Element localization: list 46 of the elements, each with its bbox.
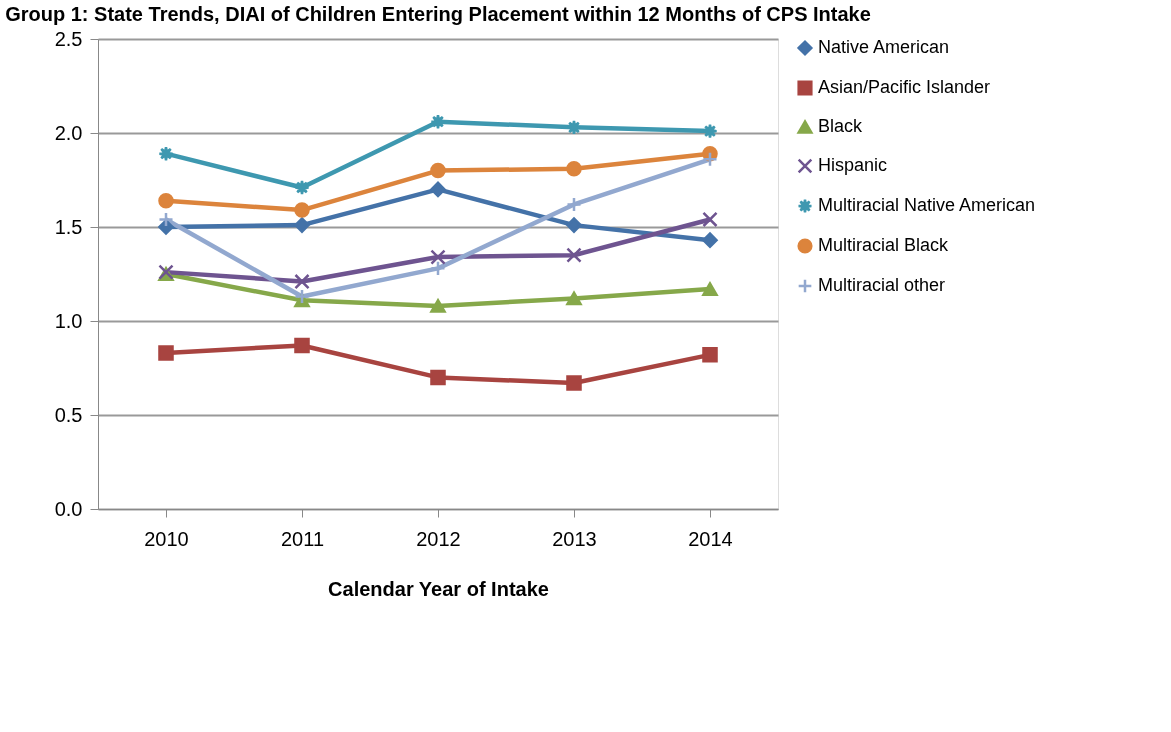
point bbox=[158, 211, 174, 228]
x-tick-label: 2014 bbox=[688, 527, 733, 550]
point bbox=[430, 249, 446, 265]
point bbox=[566, 160, 582, 177]
point bbox=[430, 369, 446, 386]
point bbox=[430, 299, 446, 313]
point bbox=[566, 196, 582, 213]
y-tick-label: 2.0 bbox=[54, 121, 83, 144]
legend-label: Multiracial Black bbox=[818, 235, 950, 255]
legend-label: Black bbox=[818, 116, 864, 136]
point bbox=[702, 211, 718, 228]
y-tick-label: 1.0 bbox=[54, 309, 83, 332]
x-tick-label: 2012 bbox=[416, 527, 461, 550]
point bbox=[566, 291, 582, 306]
point bbox=[294, 202, 310, 218]
point bbox=[294, 273, 310, 290]
y-tick-label: 2.5 bbox=[54, 27, 83, 50]
point bbox=[158, 345, 174, 361]
x-tick-label: 2010 bbox=[144, 527, 189, 550]
point bbox=[566, 247, 582, 263]
x-tick-label: 2011 bbox=[280, 527, 325, 550]
point bbox=[430, 260, 446, 277]
chart-title: Group 1: State Trends, DIAI of Children Entering Placement within 12 Months of CPS Intake bbox=[5, 3, 871, 25]
point bbox=[702, 232, 718, 248]
point bbox=[294, 337, 310, 354]
legend-label: Asian/Pacific Islander bbox=[818, 77, 991, 97]
legend-label: Native American bbox=[818, 37, 950, 57]
point bbox=[702, 347, 718, 363]
legend-label: Multiracial other bbox=[818, 275, 946, 295]
point bbox=[158, 192, 174, 209]
legend-label: Hispanic bbox=[818, 155, 888, 175]
point bbox=[294, 179, 310, 196]
y-tick-label: 1.5 bbox=[54, 215, 83, 238]
point bbox=[430, 162, 446, 179]
point bbox=[294, 217, 310, 233]
point bbox=[566, 375, 582, 391]
point bbox=[430, 181, 446, 198]
point bbox=[566, 217, 582, 233]
y-tick-label: 0.5 bbox=[54, 403, 83, 426]
x-axis-title: Calendar Year of Intake bbox=[328, 577, 549, 600]
y-tick-label: 0.0 bbox=[54, 497, 83, 520]
x-tick-label: 2013 bbox=[552, 527, 597, 550]
point bbox=[702, 151, 718, 168]
point bbox=[294, 288, 310, 305]
point bbox=[702, 282, 718, 296]
legend-label: Multiracial Native American bbox=[818, 195, 1036, 215]
